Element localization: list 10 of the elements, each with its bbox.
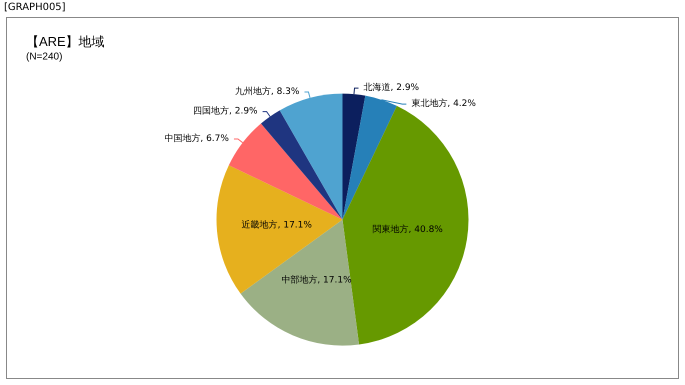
slice-label: 四国地方, 2.9% <box>193 106 258 117</box>
chart-title: 【ARE】地域 <box>26 34 105 49</box>
text: [GRAPH005] <box>4 2 66 13</box>
slice-label: 東北地方, 4.2% <box>411 98 476 110</box>
slice-label: 近畿地方, 17.1% <box>242 220 312 231</box>
slice-label: 九州地方, 8.3% <box>234 86 300 98</box>
slice-label: 北海道, 2.9% <box>364 82 420 94</box>
slice-label: 中国地方, 6.7% <box>164 133 230 144</box>
text: (N=240) <box>26 52 62 62</box>
slice-label: 関東地方, 40.8% <box>372 224 444 235</box>
